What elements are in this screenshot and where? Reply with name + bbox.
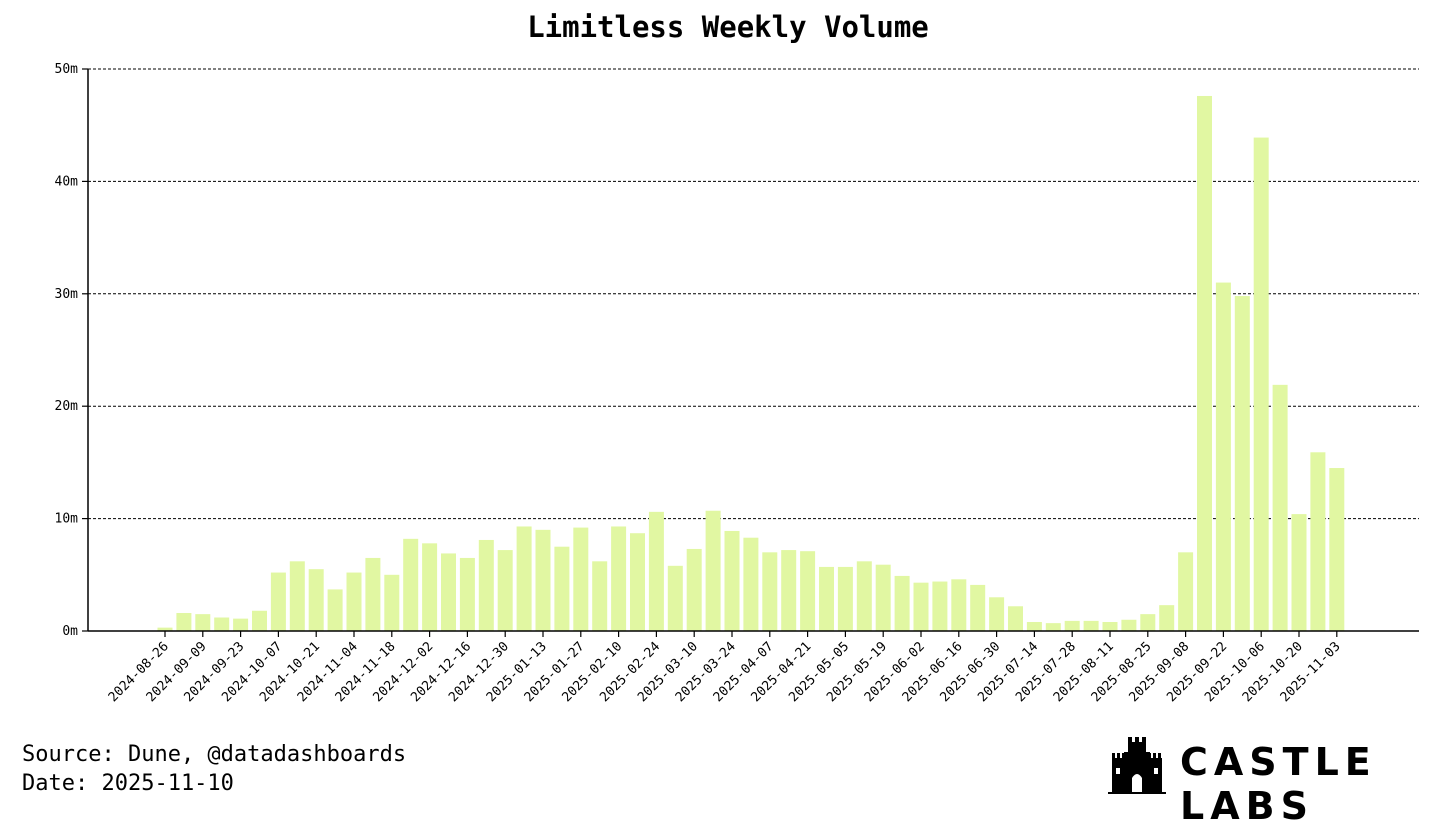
bar [875, 564, 891, 631]
bar [176, 613, 192, 631]
bar [459, 557, 475, 631]
bar [913, 582, 929, 631]
bar [1291, 514, 1307, 631]
bar [630, 533, 645, 631]
bar [1310, 452, 1326, 631]
bar [1064, 620, 1080, 631]
bar [837, 566, 853, 631]
bar [233, 618, 249, 631]
bar [1008, 606, 1023, 631]
bar [611, 526, 627, 631]
bar [1272, 384, 1288, 631]
y-tick-label: 40m [55, 174, 79, 189]
bar [1178, 552, 1194, 631]
bar [1234, 296, 1250, 631]
bar [951, 579, 967, 631]
bar [1121, 619, 1137, 631]
bar [1215, 282, 1231, 631]
bar [856, 561, 872, 631]
bar [1083, 620, 1099, 631]
bar [384, 574, 400, 631]
bar [422, 543, 438, 631]
bar [1102, 622, 1118, 631]
bar [478, 539, 494, 631]
y-tick-label: 20m [55, 399, 79, 414]
bar [743, 537, 759, 631]
bar [932, 581, 948, 631]
bar [819, 566, 834, 631]
y-tick-label: 10m [55, 512, 79, 527]
bar [365, 557, 381, 631]
bar [516, 526, 532, 631]
chart-title: Limitless Weekly Volume [527, 10, 929, 44]
bar [308, 569, 324, 631]
source-text: Source: Dune, @datadashboards [22, 742, 407, 767]
bar [1159, 605, 1175, 631]
bar [1140, 614, 1156, 631]
bar [970, 584, 986, 631]
bar [270, 572, 286, 631]
gridlines [88, 68, 1419, 520]
bar [1329, 468, 1345, 631]
bar [1197, 95, 1212, 631]
bar [686, 548, 702, 631]
bar [894, 575, 910, 631]
y-tick-label: 50m [55, 62, 79, 77]
bar [762, 552, 778, 631]
bar [1045, 623, 1061, 631]
bar [441, 553, 456, 631]
bar [327, 589, 343, 631]
castle-icon [1108, 737, 1166, 794]
bar [497, 550, 513, 631]
axes [82, 68, 1419, 637]
bar [573, 527, 589, 631]
bar [781, 550, 797, 631]
bar [346, 572, 362, 631]
brand-text: CASTLE LABS [1180, 740, 1377, 828]
date-text: Date: 2025-11-10 [22, 771, 234, 796]
bar [289, 561, 305, 631]
y-tick-labels: 0m 10m 20m 30m 40m 50m [55, 62, 79, 639]
y-tick-label: 30m [55, 287, 79, 302]
bar [252, 610, 267, 631]
castle-labs-logo [1108, 737, 1166, 794]
bar [592, 561, 608, 631]
y-tick-label: 0m [62, 624, 78, 639]
bar [214, 617, 230, 631]
bars [157, 95, 1345, 631]
bar [800, 551, 816, 631]
x-tick-labels: 2024-08-262024-09-092024-09-232024-10-07… [106, 639, 1344, 705]
bar [195, 614, 211, 631]
bar [1253, 137, 1269, 631]
bar [535, 529, 551, 631]
bar [1026, 622, 1042, 631]
bar [724, 530, 740, 631]
bar [705, 510, 721, 631]
bar [667, 565, 683, 631]
bar [554, 546, 570, 631]
bar [989, 597, 1005, 631]
bar [157, 627, 173, 631]
bar [648, 511, 664, 631]
bar [403, 538, 419, 631]
